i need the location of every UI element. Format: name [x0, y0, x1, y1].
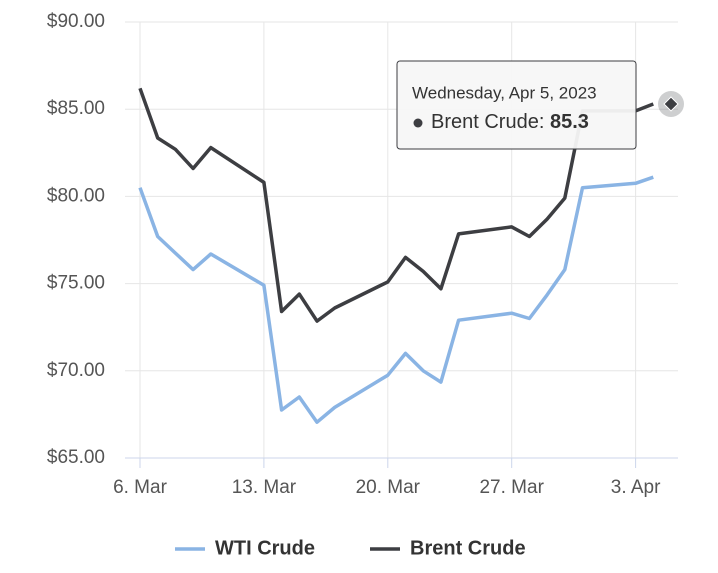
tooltip-dot — [413, 118, 423, 128]
x-tick-label: 27. Mar — [479, 477, 544, 498]
series-line — [138, 87, 654, 323]
x-tick-label: 6. Mar — [113, 477, 168, 498]
tooltip-box — [396, 60, 637, 150]
axes: $65.00 $70.00 $75.00 $80.00 $85.00 $90.00 6. M… — [47, 11, 678, 498]
y-tick-label: $70.00 — [47, 360, 105, 381]
y-tick-label: $85.00 — [47, 98, 105, 119]
y-tick-label: $75.00 — [47, 273, 105, 294]
y-tick-label: $80.00 — [47, 185, 105, 206]
x-tick-label: 20. Mar — [356, 477, 421, 498]
tooltip-value: 85.3 — [550, 111, 589, 133]
plot — [138, 87, 654, 424]
y-tick-label: $90.00 — [47, 11, 105, 32]
tooltip-text: Brent Crude: 85.3 — [431, 111, 589, 133]
legend-label[interactable]: Brent Crude — [410, 537, 526, 559]
y-tick-label: $65.00 — [47, 447, 105, 468]
x-tick-label: 13. Mar — [232, 477, 297, 498]
series-line — [138, 175, 654, 424]
tooltip: Wednesday, Apr 5, 2023 Brent Crude: 85.3 — [396, 60, 684, 150]
tooltip-label: Brent Crude: — [431, 111, 544, 133]
legend-label[interactable]: WTI Crude — [215, 537, 315, 559]
hover-marker — [663, 96, 679, 112]
legend: WTI Crude Brent Crude — [175, 537, 526, 559]
x-tick-label: 3. Apr — [611, 477, 661, 498]
tooltip-date: Wednesday, Apr 5, 2023 — [412, 83, 597, 102]
